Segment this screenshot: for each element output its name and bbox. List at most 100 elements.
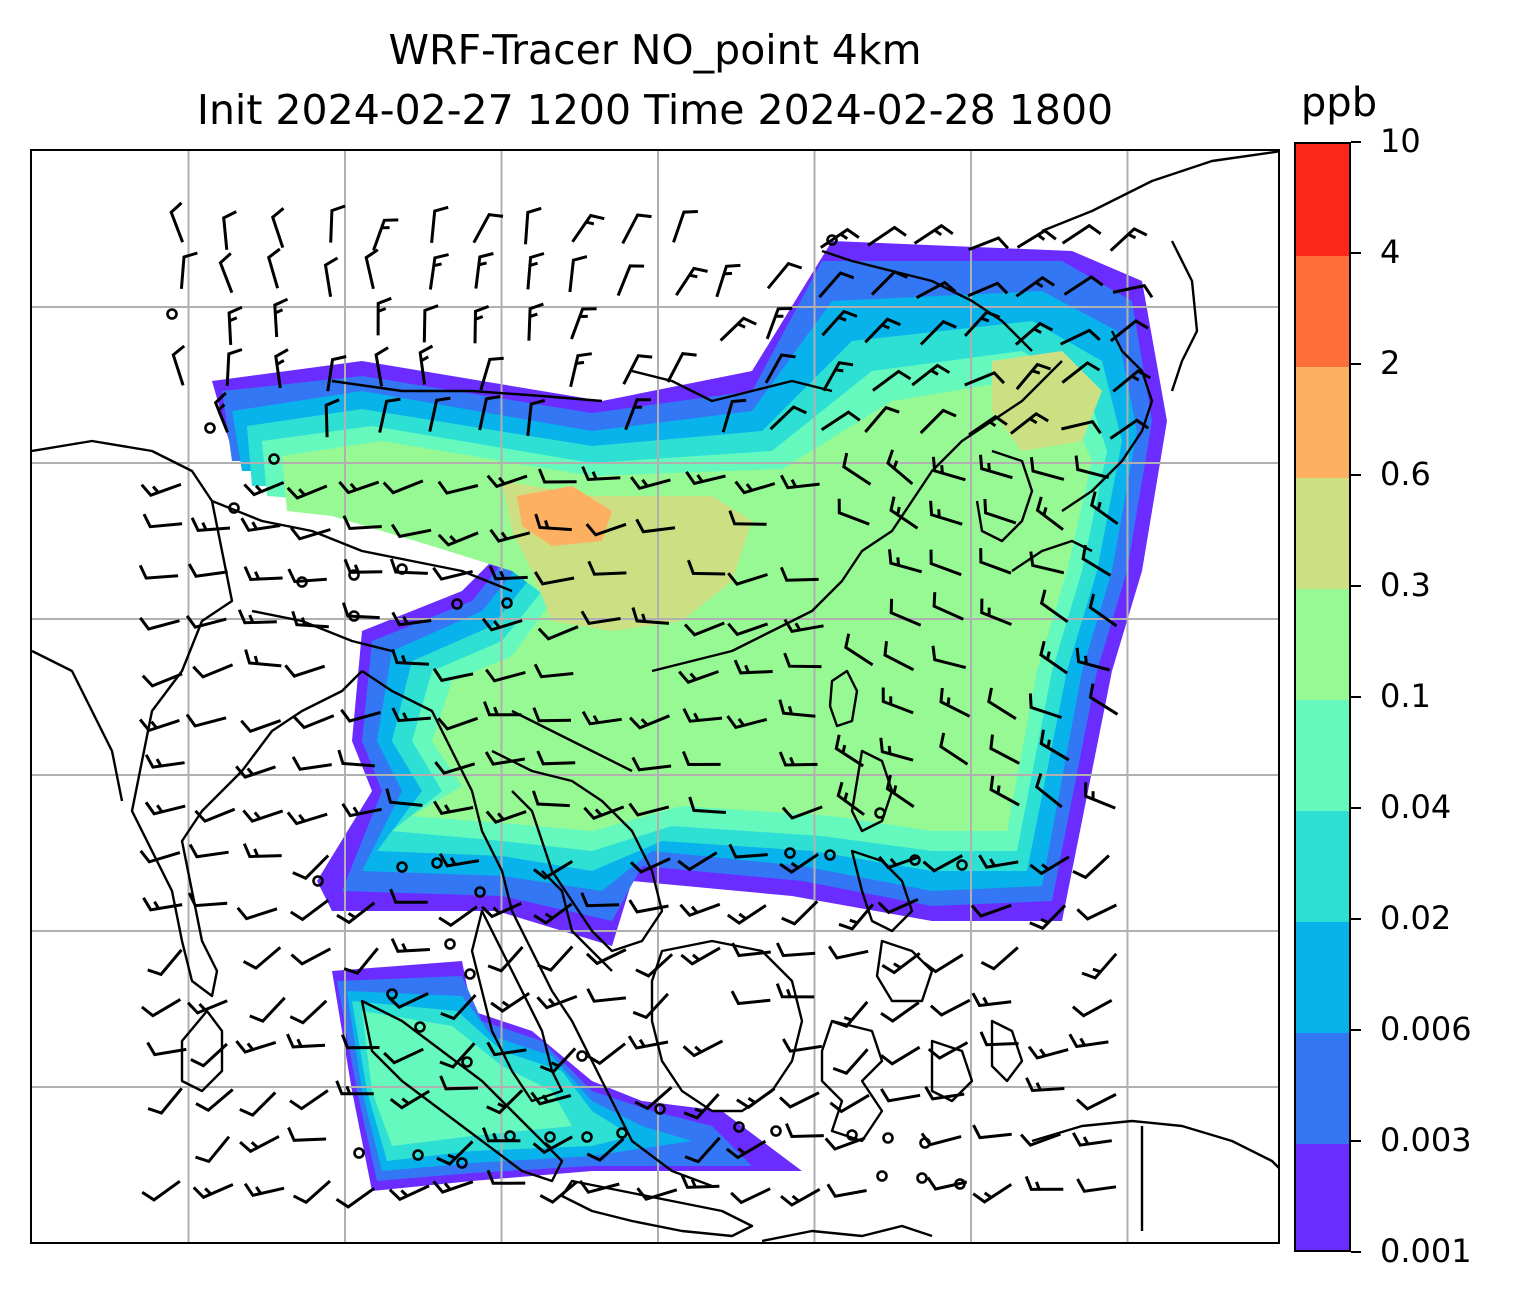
- coastline-japan: [1061, 330, 1154, 512]
- wind-barb: [473, 304, 490, 344]
- wind-barb: [581, 466, 621, 482]
- wind-barb: [1076, 1093, 1117, 1111]
- calm-marker: [876, 1170, 888, 1182]
- wind-barb: [323, 256, 339, 297]
- wind-barb: [1029, 457, 1065, 481]
- wind-barb: [931, 645, 967, 670]
- colorbar-tick-label: 4: [1380, 233, 1401, 271]
- wind-barb: [616, 264, 645, 297]
- wind-barb: [872, 369, 912, 392]
- wind-barb: [775, 942, 816, 958]
- wind-barb: [242, 809, 284, 823]
- wind-barb: [391, 648, 430, 666]
- wind-barb: [286, 811, 328, 826]
- plot-title-line-2: Init 2024-02-27 1200 Time 2024-02-28 180…: [196, 86, 1114, 134]
- wind-barb: [968, 414, 1008, 436]
- wind-barb: [289, 526, 331, 541]
- wind-barb: [286, 1033, 326, 1049]
- wind-barb: [222, 210, 237, 250]
- wind-barb: [235, 1040, 277, 1054]
- wind-barb: [580, 892, 620, 908]
- border-tibet: [251, 609, 393, 653]
- coastline-mindanao: [875, 939, 934, 1003]
- wind-barb: [486, 1169, 526, 1185]
- border-china-mongolia: [331, 379, 603, 403]
- wind-barb: [139, 616, 180, 631]
- wind-barb: [1029, 904, 1067, 931]
- wind-barb: [824, 1136, 866, 1151]
- wind-barb: [979, 1031, 1019, 1047]
- wind-barb: [195, 1088, 234, 1113]
- wind-barb: [834, 734, 865, 768]
- wind-barb: [1014, 321, 1054, 346]
- calm-marker: [312, 875, 324, 887]
- border-himalaya: [211, 499, 513, 593]
- calm-marker: [461, 1056, 473, 1068]
- wind-barb: [929, 998, 971, 1017]
- coastline-china: [651, 360, 1063, 673]
- wind-barb: [881, 687, 914, 715]
- coastline-taiwan: [828, 669, 859, 728]
- calm-marker: [474, 886, 486, 898]
- wind-barb: [715, 263, 741, 298]
- wind-barb: [931, 456, 966, 482]
- coastline-sumatra: [360, 999, 564, 1183]
- wind-barb: [636, 1187, 678, 1201]
- wind-barb: [682, 708, 723, 723]
- wind-barb: [683, 1093, 720, 1120]
- wind-barb: [1061, 420, 1102, 435]
- colorbar-tick-label: 0.3: [1380, 566, 1431, 604]
- calm-marker: [770, 1125, 782, 1137]
- wind-barb: [686, 559, 726, 576]
- wind-barb: [274, 348, 289, 389]
- wind-barb: [583, 805, 625, 820]
- wind-barb: [730, 990, 771, 1006]
- colorbar-tick-label: 0.02: [1380, 899, 1452, 937]
- wind-barb: [474, 252, 494, 289]
- coastline-philippines-luzon: [850, 749, 894, 833]
- wind-barb: [432, 566, 473, 581]
- wind-barb: [192, 1183, 234, 1200]
- colorbar-tick-label: 0.006: [1380, 1010, 1472, 1048]
- wind-barb: [1059, 328, 1101, 346]
- wind-barb: [734, 480, 776, 495]
- coastlines-borders: [32, 151, 1278, 1242]
- calm-marker: [166, 308, 178, 320]
- wind-barb: [147, 1087, 183, 1115]
- wind-barb: [971, 992, 1012, 1008]
- wind-barb: [378, 397, 401, 433]
- wind-barb: [1025, 1077, 1065, 1093]
- calm-wind-markers: [166, 234, 968, 1190]
- wind-barb: [538, 468, 577, 484]
- wind-barb: [526, 398, 546, 437]
- wind-barb: [570, 307, 597, 340]
- colorbar-segment: [1296, 588, 1349, 700]
- wind-barb: [292, 854, 330, 880]
- wind-barb: [818, 271, 855, 299]
- colorbar-tick: [1351, 807, 1361, 809]
- wind-barb: [382, 479, 424, 495]
- wind-barb: [286, 484, 328, 500]
- wind-barb: [479, 356, 504, 391]
- wind-barb: [237, 609, 277, 625]
- wind-barb: [140, 482, 182, 497]
- coastline-japan-south: [1011, 539, 1093, 572]
- wind-barb: [970, 903, 1012, 918]
- wind-barb: [832, 1000, 869, 1028]
- wind-barb: [766, 261, 803, 290]
- wind-barb: [142, 513, 183, 529]
- wind-barb: [878, 855, 920, 870]
- wind-barb: [487, 945, 524, 973]
- wind-barb: [1068, 1033, 1109, 1049]
- wind-barb: [864, 317, 901, 344]
- wind-barb: [235, 765, 276, 779]
- wind-barb: [385, 788, 423, 807]
- wind-barb: [480, 902, 522, 919]
- wind-barb: [1089, 491, 1119, 526]
- coastline-indochina: [491, 749, 664, 953]
- wind-barb: [539, 1047, 577, 1074]
- wind-barb: [826, 1183, 867, 1198]
- wind-barb: [242, 946, 282, 970]
- wind-barb: [632, 992, 670, 1020]
- wind-barb: [880, 1088, 921, 1103]
